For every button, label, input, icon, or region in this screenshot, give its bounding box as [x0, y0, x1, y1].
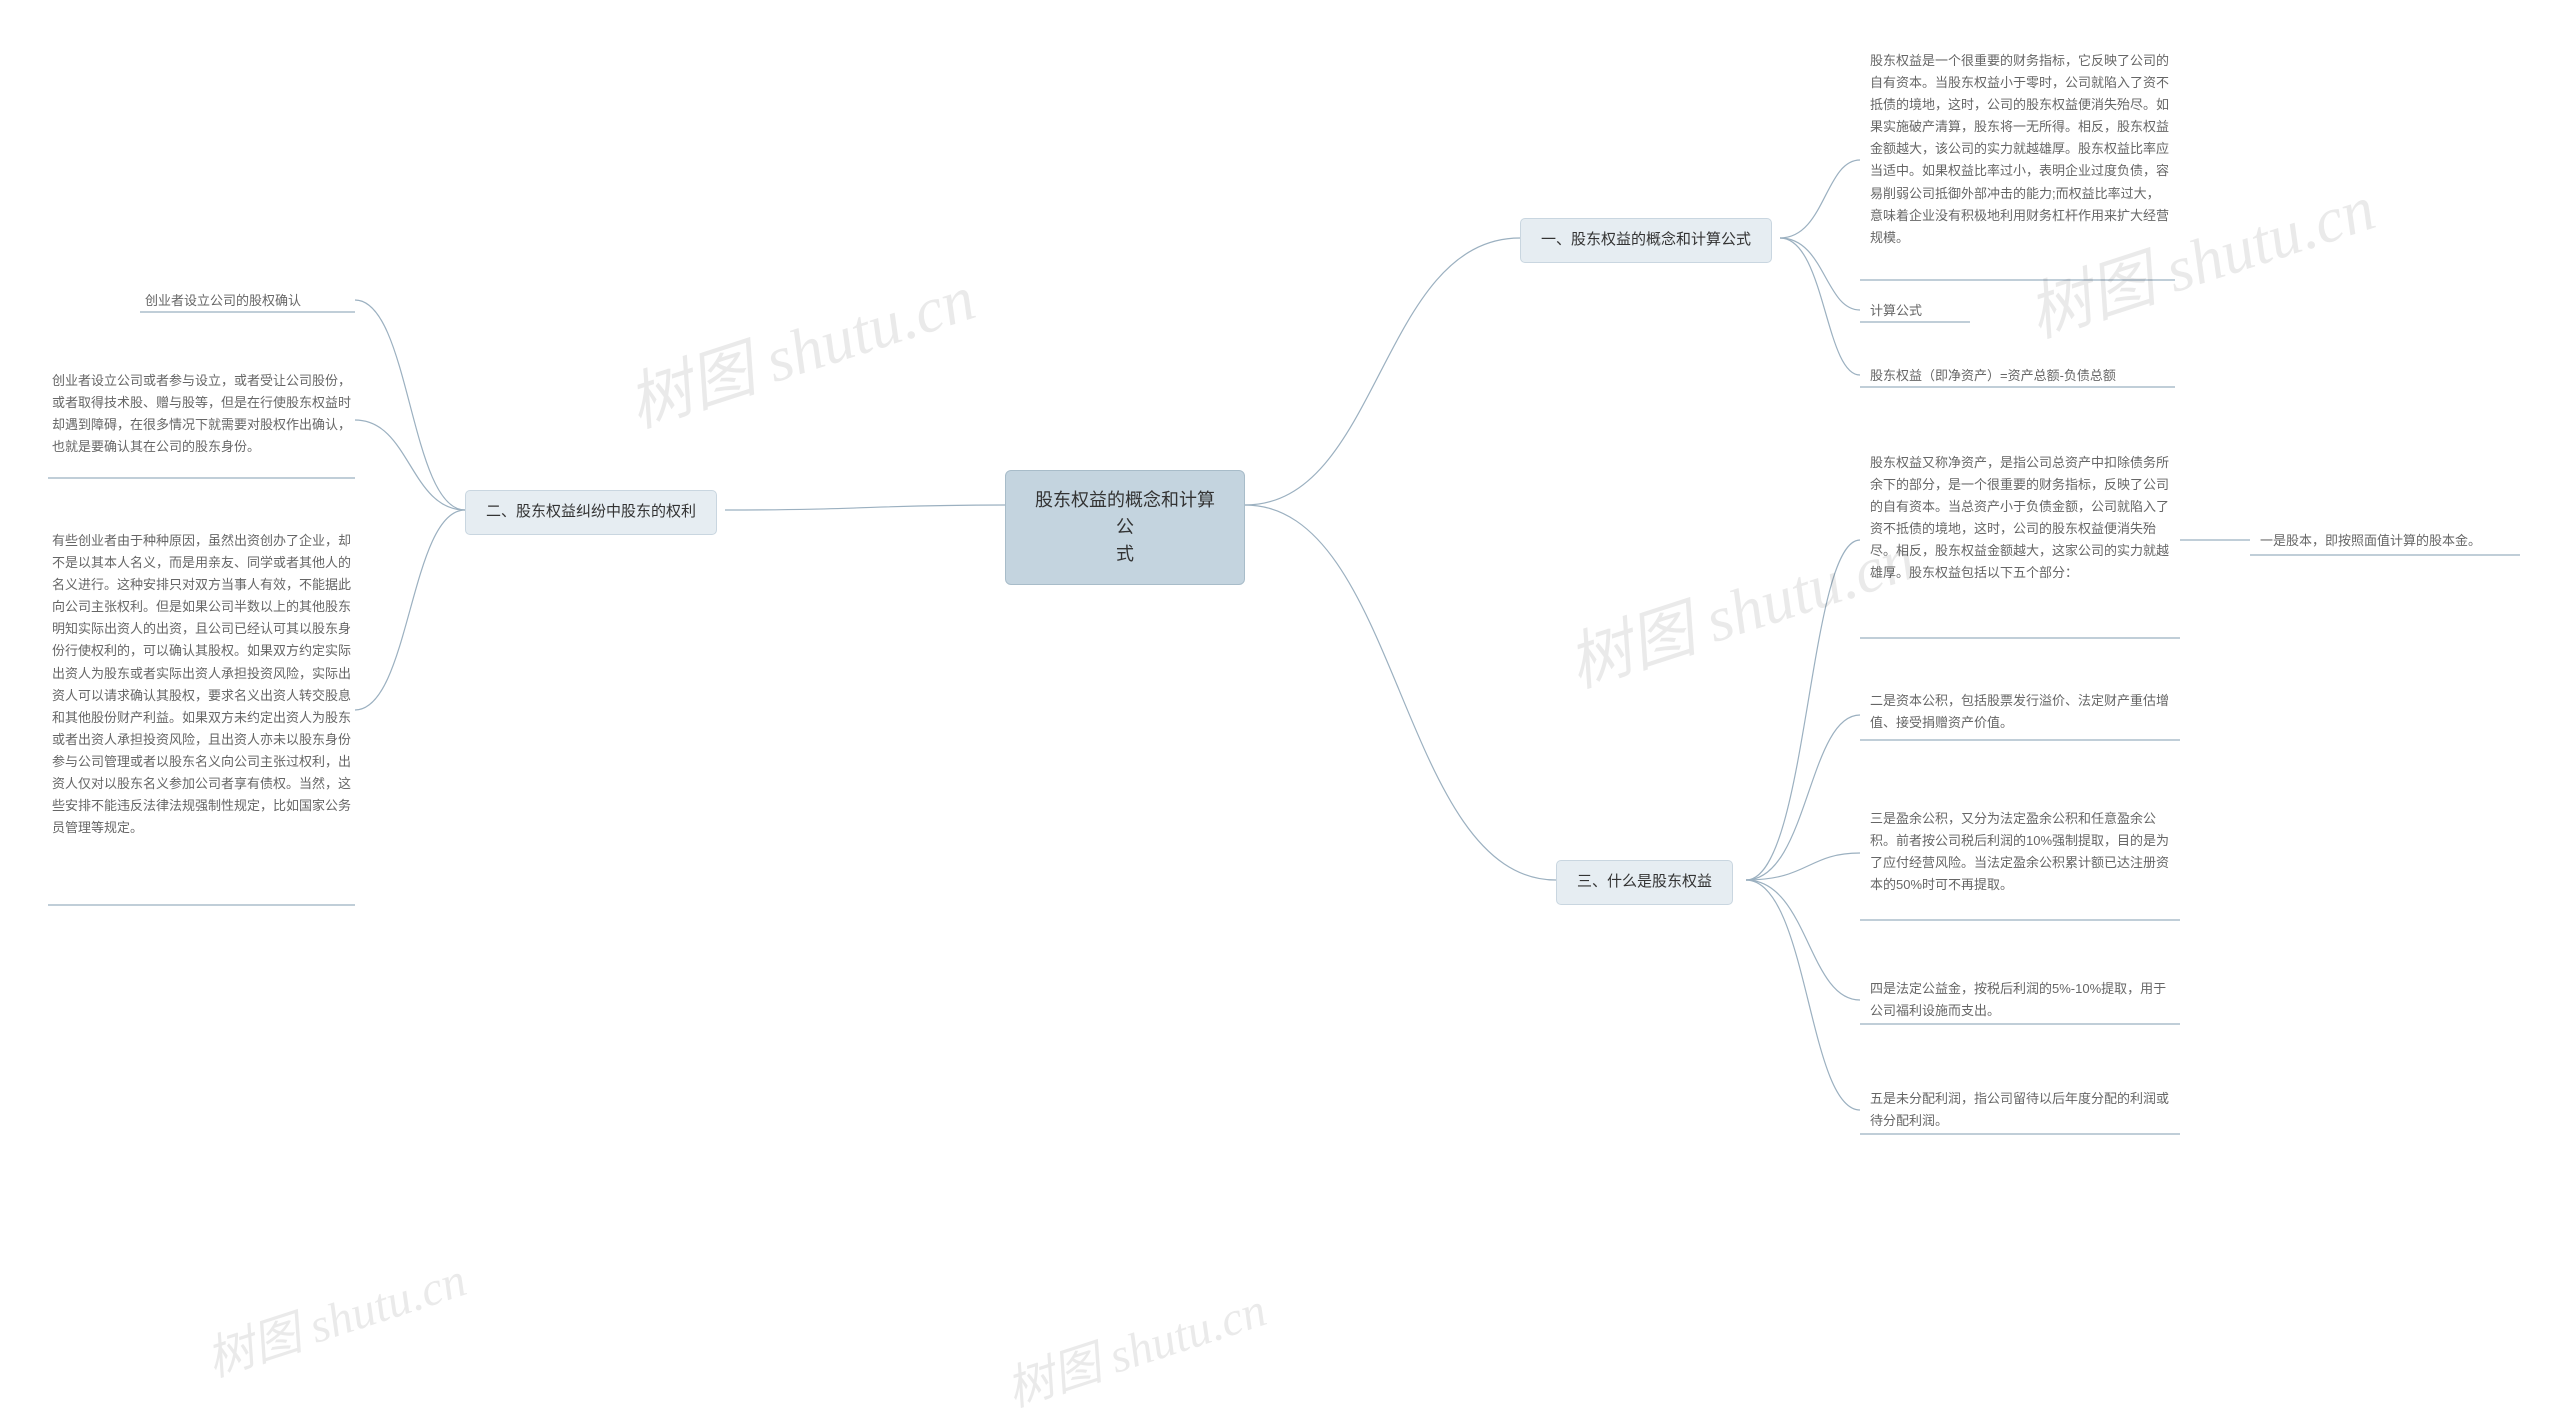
watermark: 树图 shutu.cn: [196, 1240, 474, 1390]
leaf-b2-2: 创业者设立公司或者参与设立，或者受让公司股份，或者取得技术股、赠与股等，但是在行…: [52, 370, 352, 458]
leaf-b3-1: 股东权益又称净资产，是指公司总资产中扣除债务所余下的部分，是一个很重要的财务指标…: [1870, 452, 2170, 585]
leaf-b3-5: 五是未分配利润，指公司留待以后年度分配的利润或待分配利润。: [1870, 1088, 2170, 1132]
leaf-b2-3: 有些创业者由于种种原因，虽然出资创办了企业，却不是以其本人名义，而是用亲友、同学…: [52, 530, 352, 839]
leaf-b3-2: 二是资本公积，包括股票发行溢价、法定财产重估增值、接受捐赠资产价值。: [1870, 690, 2170, 734]
connector-lines: [0, 0, 2560, 1363]
watermark: 树图 shutu.cn: [996, 1270, 1274, 1420]
leaf-b2-1: 创业者设立公司的股权确认: [145, 290, 301, 312]
watermark: 树图 shutu.cn: [615, 247, 985, 445]
leaf-b3-4: 四是法定公益金，按税后利润的5%-10%提取，用于公司福利设施而支出。: [1870, 978, 2170, 1022]
leaf-b1-2: 计算公式: [1870, 300, 1922, 322]
leaf-b3-3: 三是盈余公积，又分为法定盈余公积和任意盈余公积。前者按公司税后利润的10%强制提…: [1870, 808, 2170, 896]
branch-1[interactable]: 一、股东权益的概念和计算公式: [1520, 218, 1772, 263]
root-node[interactable]: 股东权益的概念和计算公 式: [1005, 470, 1245, 585]
leaf-b1-1: 股东权益是一个很重要的财务指标，它反映了公司的自有资本。当股东权益小于零时，公司…: [1870, 50, 2170, 249]
leaf-b1-3: 股东权益（即净资产）=资产总额-负债总额: [1870, 365, 2116, 387]
branch-2[interactable]: 二、股东权益纠纷中股东的权利: [465, 490, 717, 535]
branch-3[interactable]: 三、什么是股东权益: [1556, 860, 1733, 905]
leaf-b3-1r: 一是股本，即按照面值计算的股本金。: [2260, 530, 2481, 552]
